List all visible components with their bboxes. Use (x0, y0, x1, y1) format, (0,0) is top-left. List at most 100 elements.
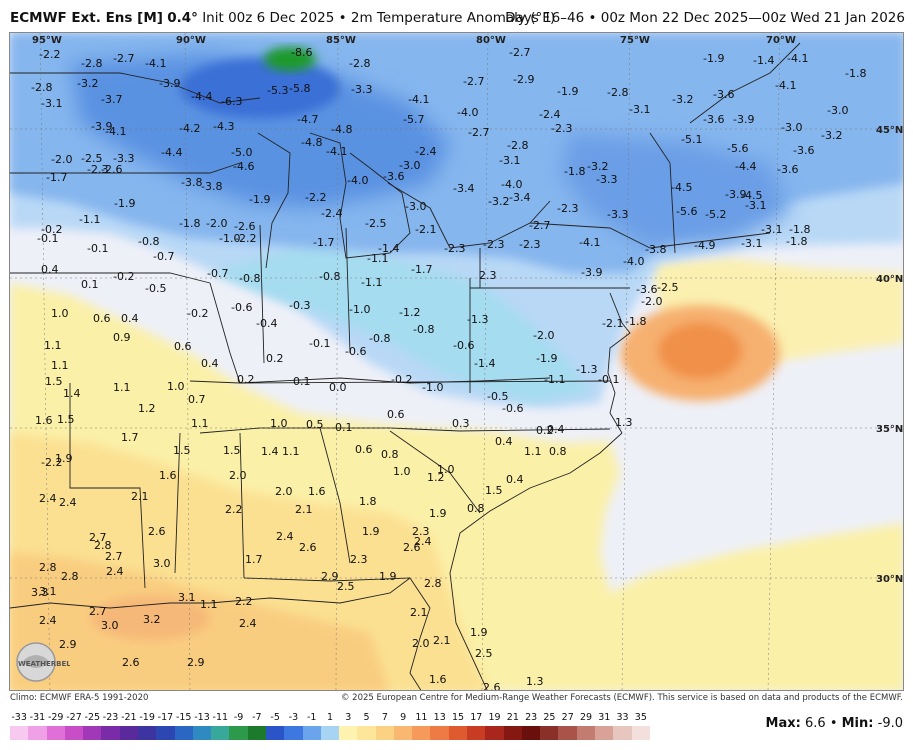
anomaly-value-label: 0.2 (237, 373, 255, 386)
anomaly-value-label: 2.6 (148, 525, 166, 538)
mid-atlantic-coast (607, 292, 631, 434)
max-value: 6.6 (804, 716, 826, 731)
anomaly-value-label: -1.9 (249, 193, 270, 206)
anomaly-value-label: 2.4 (59, 496, 77, 509)
anomaly-value-label: -4.1 (579, 236, 600, 249)
anomaly-value-label: 2.1 (295, 503, 313, 516)
tennessee-kentucky-line (239, 377, 551, 384)
anomaly-value-label: 1.1 (524, 445, 542, 458)
anomaly-value-label: -2.1 (415, 223, 436, 236)
anomaly-value-label: -5.2 (705, 208, 726, 221)
anomaly-value-label: -2.0 (51, 153, 72, 166)
gulf-coast (10, 577, 411, 609)
anomaly-value-label: -3.8 (201, 180, 222, 193)
anomaly-value-label: -2.3 (483, 238, 504, 251)
anomaly-value-label: -4.5 (671, 181, 692, 194)
anomaly-value-label: -1.8 (179, 217, 200, 230)
anomaly-value-label: 0.4 (547, 423, 565, 436)
canada-border (10, 162, 241, 174)
colorbar-swatch (211, 726, 230, 740)
lake-erie-ontario-shore (387, 182, 551, 249)
anomaly-value-label: -1.7 (46, 171, 67, 184)
anomaly-value-label: -0.8 (239, 272, 260, 285)
anomaly-value-label: -4.3 (213, 120, 234, 133)
anomaly-value-label: 1.1 (282, 445, 300, 458)
colorbar-swatch (229, 726, 248, 740)
tn-nc-line (189, 380, 611, 384)
anomaly-value-label: -3.3 (351, 83, 372, 96)
anomaly-value-label: -3.6 (636, 283, 657, 296)
anomaly-value-label: -2.6 (234, 220, 255, 233)
anomaly-value-label: -1.9 (536, 352, 557, 365)
lat-label-45n: 45°N (876, 125, 903, 136)
anomaly-value-label: 2.2 (225, 503, 243, 516)
colorbar-swatch (137, 726, 157, 740)
anomaly-value-label: -0.2 (113, 270, 134, 283)
anomaly-value-label: -2.0 (533, 329, 554, 342)
colorbar-tick-label: 11 (415, 712, 428, 723)
carolina-coast (459, 432, 623, 534)
colorbar-swatch (119, 726, 138, 740)
anomaly-value-label: -2.8 (607, 86, 628, 99)
anomaly-value-label: -3.1 (499, 154, 520, 167)
colorbar-swatch (28, 726, 47, 740)
anomaly-value-label: -2.2 (235, 232, 256, 245)
anomaly-value-label: -5.0 (231, 146, 252, 159)
anomaly-value-label: -0.5 (487, 390, 508, 403)
climo-note: Climo: ECMWF ERA-5 1991-2020 (10, 693, 149, 703)
anomaly-value-label: -0.1 (309, 337, 330, 350)
anomaly-value-label: 0.6 (355, 443, 373, 456)
anomaly-value-label: -3.0 (781, 121, 802, 134)
anomaly-value-label: -4.0 (347, 174, 368, 187)
anomaly-value-label: -3.1 (761, 223, 782, 236)
colorbar-swatch (631, 726, 650, 740)
colorbar-tick-label: -5 (270, 712, 280, 723)
maine-border (689, 42, 801, 124)
anomaly-value-label: 0.9 (113, 331, 131, 344)
lat-label-40n: 40°N (876, 274, 903, 285)
anomaly-value-label: 0.8 (549, 445, 567, 458)
anomaly-value-label: 2.0 (412, 637, 430, 650)
colorbar-swatch (265, 726, 285, 740)
anomaly-value-label: 1.9 (379, 570, 397, 583)
anomaly-value-label: 2.6 (122, 656, 140, 669)
anomaly-value-label: 0.0 (329, 381, 347, 394)
anomaly-value-label: -2.3 (444, 242, 465, 255)
anomaly-value-label: -4.0 (501, 178, 522, 191)
model-resolution: 0.4° (167, 10, 198, 26)
colorbar-swatch (174, 726, 193, 740)
anomaly-value-label: 0.2 (266, 352, 284, 365)
map-title: ECMWF Ext. Ens [M] 0.4° Init 00z 6 Dec 2… (10, 10, 555, 26)
init-time: Init 00z 6 Dec 2025 (202, 10, 335, 26)
anomaly-value-label: 1.9 (429, 507, 447, 520)
anomaly-value-label: -1.8 (786, 235, 807, 248)
colorbar-swatch (558, 726, 577, 740)
anomaly-value-label: -2.7 (463, 75, 484, 88)
colorbar-swatch (576, 726, 595, 740)
title-bullet: • (338, 10, 347, 26)
colorbar-tick-label: -17 (157, 712, 174, 723)
colorbar-swatch (613, 726, 632, 740)
anomaly-value-label: -1.3 (576, 363, 597, 376)
anomaly-value-label: 1.9 (55, 452, 73, 465)
anomaly-value-label: -3.2 (488, 195, 509, 208)
colorbar-swatch (302, 726, 321, 740)
anomaly-value-label: -1.1 (79, 213, 100, 226)
anomaly-value-label: -3.4 (509, 191, 530, 204)
colorbar-swatch (101, 726, 120, 740)
variable-name: 2m Temperature Anomaly (°F) (350, 10, 556, 26)
colorbar-tick-label: 35 (634, 712, 647, 723)
weatherbell-logo-icon: WEATHERBELL (16, 642, 70, 682)
anomaly-value-label: -3.8 (181, 176, 202, 189)
anomaly-value-label: 1.1 (51, 359, 69, 372)
anomaly-value-label: -4.1 (775, 79, 796, 92)
iowa-missouri-line (10, 272, 211, 284)
anomaly-value-label: 2.8 (61, 570, 79, 583)
colorbar-tick-label: -23 (102, 712, 119, 723)
anomaly-value-label: -4.8 (301, 136, 322, 149)
anomaly-value-label: -4.0 (457, 106, 478, 119)
colorbar-tick-label: -1 (306, 712, 317, 723)
colorbar-tick-label: -15 (175, 712, 192, 723)
colorbar-tick-label: 5 (363, 712, 370, 723)
lake-michigan-west-shore (257, 132, 291, 269)
